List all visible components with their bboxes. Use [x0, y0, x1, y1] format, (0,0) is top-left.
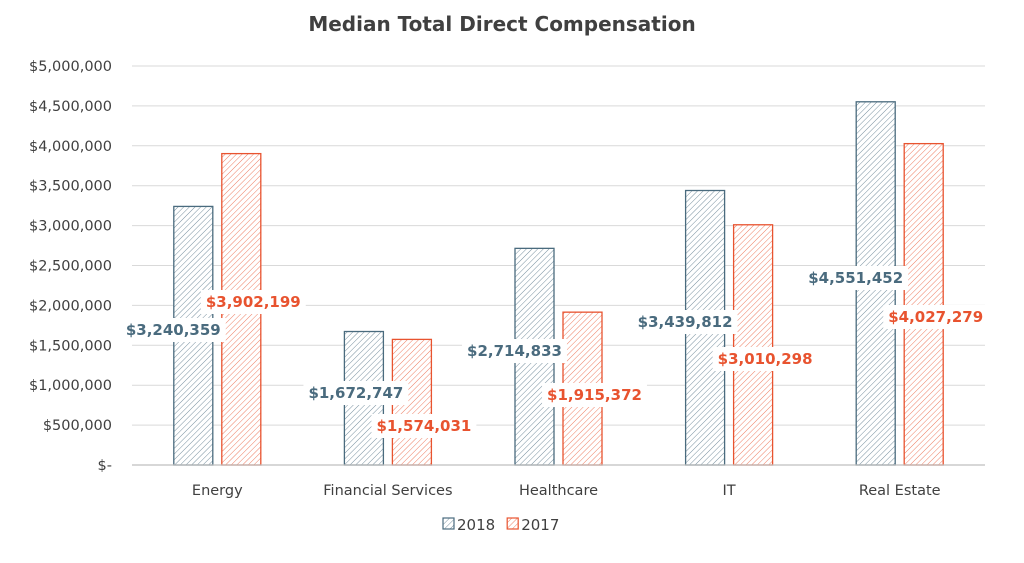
- legend-swatch: [442, 517, 455, 530]
- y-tick-label: $500,000: [43, 418, 112, 434]
- data-label-2017-energy: $3,902,199: [200, 290, 306, 314]
- svg-text:$4,551,452: $4,551,452: [808, 269, 903, 287]
- x-tick-label: IT: [723, 483, 736, 499]
- svg-text:$1,672,747: $1,672,747: [308, 384, 403, 402]
- data-label-2017-it: $3,010,298: [712, 347, 818, 371]
- svg-text:$4,027,279: $4,027,279: [888, 308, 983, 326]
- y-tick-label: $2,000,000: [29, 298, 112, 314]
- y-tick-label: $1,000,000: [29, 378, 112, 394]
- legend: 2018 2017: [442, 516, 559, 534]
- data-labels: $3,240,359 $3,902,199 $1,672,747 $1,574,031…: [120, 266, 989, 438]
- legend-item-2017: 2017: [506, 516, 559, 534]
- data-label-2017-healthcare: $1,915,372: [542, 383, 647, 407]
- y-tick-label: $2,500,000: [29, 259, 112, 275]
- data-label-2018-it: $3,439,812: [632, 310, 738, 334]
- svg-text:$3,240,359: $3,240,359: [126, 321, 221, 339]
- y-axis-ticks: $- $500,000 $1,000,000 $1,500,000 $2,000,000…: [29, 59, 112, 474]
- data-label-2017-financial-services: $1,574,031: [371, 414, 477, 438]
- data-label-2018-healthcare: $2,714,833: [462, 339, 567, 363]
- legend-swatch: [506, 517, 519, 530]
- x-tick-label: Real Estate: [859, 483, 941, 499]
- legend-label: 2017: [521, 516, 559, 534]
- data-label-2018-energy: $3,240,359: [120, 318, 226, 342]
- x-tick-label: Healthcare: [519, 483, 598, 499]
- y-tick-label: $3,000,000: [29, 219, 112, 235]
- svg-text:$3,439,812: $3,439,812: [638, 313, 733, 331]
- svg-text:$1,915,372: $1,915,372: [547, 386, 642, 404]
- legend-item-2018: 2018: [442, 516, 495, 534]
- y-tick-label: $1,500,000: [29, 338, 112, 354]
- y-tick-label: $5,000,000: [29, 59, 112, 75]
- bar-2017-real-estate: [903, 142, 944, 466]
- svg-text:$2,714,833: $2,714,833: [467, 342, 562, 360]
- data-label-2017-real-estate: $4,027,279: [883, 305, 989, 329]
- x-tick-label: Financial Services: [323, 483, 452, 499]
- data-label-2018-financial-services: $1,672,747: [303, 381, 409, 405]
- y-tick-label: $4,500,000: [29, 99, 112, 115]
- y-tick-label: $4,000,000: [29, 139, 112, 155]
- x-tick-label: Energy: [192, 483, 243, 499]
- legend-label: 2018: [457, 516, 495, 534]
- svg-text:$3,902,199: $3,902,199: [206, 293, 301, 311]
- data-label-2018-real-estate: $4,551,452: [803, 266, 909, 290]
- svg-text:$1,574,031: $1,574,031: [376, 417, 471, 435]
- chart-title: Median Total Direct Compensation: [308, 12, 695, 36]
- x-axis-categories: Energy Financial Services Healthcare IT Real…: [192, 483, 941, 499]
- bar-2017-it: [732, 224, 774, 466]
- y-tick-label: $3,500,000: [29, 179, 112, 195]
- y-tick-label: $-: [98, 458, 112, 474]
- svg-text:$3,010,298: $3,010,298: [718, 350, 813, 368]
